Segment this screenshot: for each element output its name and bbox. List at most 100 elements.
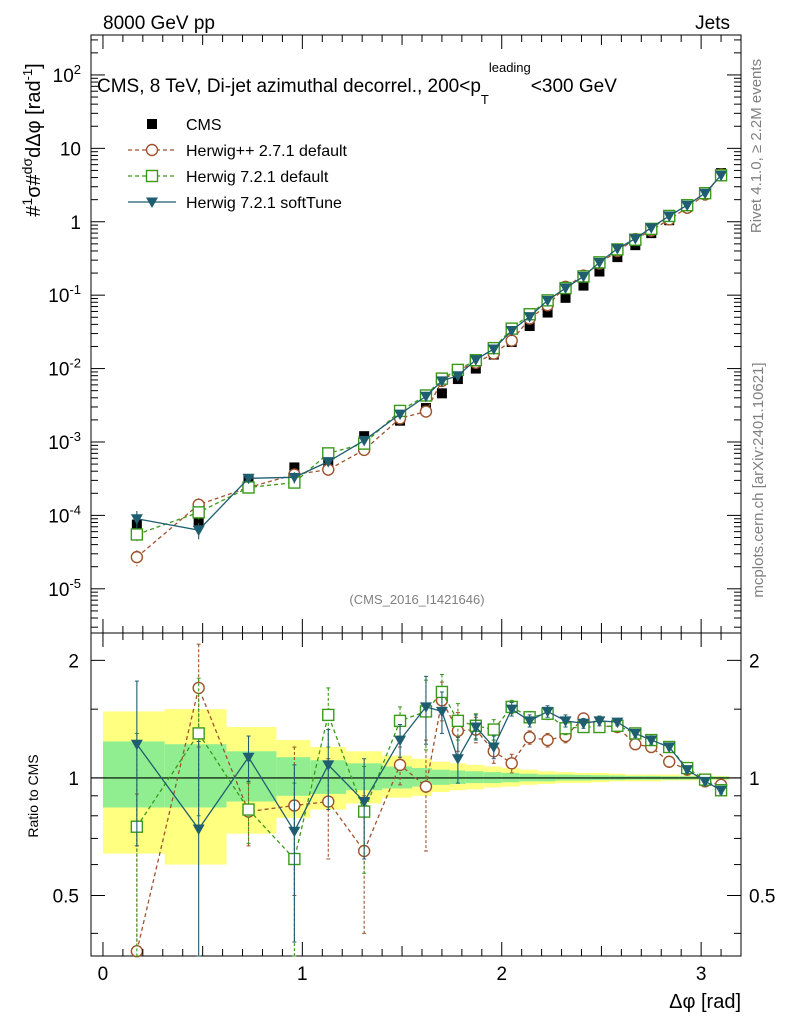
ratio-point-herwig-721-softtune [577,718,590,730]
band-inner-bin [164,744,227,808]
point-herwig-721-softtune [322,457,335,468]
ratio-point-herwig-721-softtune [192,824,205,836]
y-tick-label: 102 [53,62,81,87]
ratio-point-herwigpp-271 [419,780,433,793]
plot-title: CMS, 8 TeV, Di-jet azimuthal decorrel., … [97,60,617,107]
ratio-point-herwigpp-271 [541,733,554,747]
ratio-point-herwig-721-softtune [523,716,536,727]
legend: CMS Herwig++ 2.7.1 default Herwig 7.2.1 de… [128,117,348,212]
ratio-point-herwig-721-softtune [681,765,694,776]
point-herwig-721-softtune [419,391,432,403]
point-herwig-721-softtune [435,376,448,387]
ratio-point-herwig-721-softtune [593,716,606,727]
analysis-id: (CMS_2016_I1421646) [349,592,484,607]
point-herwig-721-softtune [559,283,572,295]
point-herwig-721-softtune [629,234,642,245]
legend-label-herwigpp-271: Herwig++ 2.7.1 default [186,143,348,160]
ratio-point-herwig-721-softtune [358,797,371,808]
ratio-point-herwig-721-softtune [629,728,642,740]
ratio-point-herwig-721-softtune [419,702,432,713]
point-herwigpp-271 [505,334,518,347]
legend-label-herwig-721-default: Herwig 7.2.1 default [186,169,329,186]
y-tick-label: 10-3 [48,429,81,454]
legend-marker-cms [147,119,157,129]
ratio-point-herwig-721-softtune [645,735,658,747]
x-tick-label: 3 [696,964,707,985]
point-herwig-721-softtune [611,244,624,255]
x-tick-label: 2 [496,964,507,985]
point-herwigpp-271 [419,405,433,418]
ratio-point-herwig-721-softtune [611,717,624,729]
point-herwig-721-softtune [577,271,590,283]
main-y-axis-label: #1σ#dσdΔφ [rad-1] [19,63,45,216]
legend-label-herwig-721-softtune: Herwig 7.2.1 softTune [186,195,342,212]
y-tick-label: 1 [70,213,81,234]
ratio-point-herwig-721-softtune [487,742,500,754]
point-herwigpp-271 [130,550,144,564]
y-tick-label: 10-2 [48,356,81,381]
series-herwig-721-softtune [130,170,728,540]
legend-marker-herwig-721-softtune [146,197,158,208]
rivet-version-label: Rivet 4.1.0, ≥ 2.2M events [748,59,765,233]
ratio-point-herwig-721-softtune [541,706,554,718]
ratio-tick-label-right: 1 [749,769,760,790]
point-herwig-721-softtune [593,257,606,269]
point-herwig-721-softtune [487,344,500,355]
point-cms [560,292,571,303]
ratio-uncertainty-bands [91,709,741,865]
y-tick-label: 10 [60,139,81,160]
band-inner-bin [431,769,450,785]
band-inner-bin [276,757,311,796]
point-herwig-721-softtune [663,211,676,222]
x-tick-label: 0 [98,964,109,985]
ratio-point-herwig-721-default [192,727,205,740]
point-herwig-721-softtune [469,355,482,366]
ratio-herwig-721-softtune [130,675,728,957]
ratio-point-herwig-721-softtune [451,754,464,765]
ratio-series [130,643,728,958]
point-herwig-721-softtune [505,326,518,337]
ratio-point-herwig-721-softtune [663,742,676,754]
ratio-point-herwig-721-default [322,708,335,722]
y-tick-label: 10-4 [48,502,81,527]
ratio-point-herwig-721-default [242,803,255,816]
ratio-point-herwig-721-softtune [435,706,448,718]
point-herwig-721-default [192,506,205,519]
point-herwig-721-softtune [130,514,143,525]
point-cms [193,515,204,526]
point-cms [542,307,553,318]
main-series [130,168,728,567]
legend-item-herwig-721-default: Herwig 7.2.1 default [128,169,329,186]
legend-item-cms: CMS [147,117,222,134]
ratio-point-herwig-721-softtune [715,785,728,797]
ratio-y-axis-label: Ratio to CMS [25,754,41,837]
y-tick-label: 10-5 [48,576,81,601]
ratio-point-herwigpp-271 [629,737,642,751]
point-herwig-721-softtune [699,188,712,200]
point-herwig-721-softtune [242,473,255,485]
legend-marker-herwigpp-271 [145,143,159,157]
ratio-point-herwig-721-default [487,723,500,736]
title-subscript: T [481,92,489,107]
legend-marker-herwig-721-default [145,169,159,183]
x-axis-label: Δφ [rad] [669,991,741,1013]
point-cms [524,321,535,332]
band-inner-bin [102,741,165,808]
point-cms [578,280,589,291]
ratio-point-herwigpp-271 [663,755,676,768]
point-herwig-721-softtune [451,371,464,382]
ratio-point-herwig-721-softtune [394,735,407,747]
point-herwig-721-softtune [681,200,694,212]
ratio-point-herwig-721-softtune [469,722,482,734]
ratio-point-herwig-721-softtune [288,826,301,838]
point-herwig-721-softtune [192,525,205,537]
point-cms [594,266,605,277]
mcplots-label: mcplots.cern.ch [arXiv:2401.10621] [750,362,767,597]
ratio-point-herwig-721-default [451,714,465,728]
ratio-point-herwig-721-softtune [505,704,518,716]
y-tick-label: 10-1 [48,282,81,307]
ratio-point-herwig-721-softtune [699,776,712,788]
point-herwig-721-softtune [715,170,728,182]
point-herwig-721-softtune [288,472,301,484]
